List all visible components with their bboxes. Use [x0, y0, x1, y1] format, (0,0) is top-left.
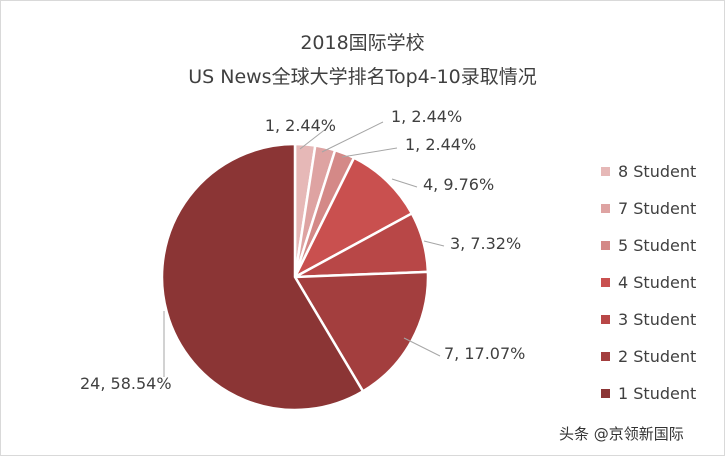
- legend-label: 5 Student: [618, 236, 697, 255]
- legend-swatch: [601, 315, 610, 324]
- legend-item: 2 Student: [601, 338, 696, 375]
- legend-label: 7 Student: [618, 199, 697, 218]
- pie-slices: [160, 142, 430, 412]
- pie-slice-4-student: [293, 156, 414, 279]
- legend-item: 3 Student: [601, 301, 696, 338]
- leader-line: [341, 147, 398, 158]
- chart-subtitle: US News全球大学排名Top4-10录取情况: [188, 66, 537, 88]
- pie-slice-2-student: [293, 270, 430, 393]
- legend-swatch: [601, 167, 610, 176]
- legend-swatch: [601, 204, 610, 213]
- legend-label: 2 Student: [618, 347, 697, 366]
- data-label: 3, 7.32%: [450, 234, 521, 253]
- pie-slice-1-student: [160, 142, 365, 412]
- legend-swatch: [601, 278, 610, 287]
- leader-lines: [163, 121, 445, 377]
- data-label: 4, 9.76%: [423, 175, 494, 194]
- watermark: 头条 @京领新国际: [559, 425, 684, 443]
- legend-label: 8 Student: [618, 162, 697, 181]
- leader-line: [321, 121, 384, 153]
- chart-title: 2018国际学校: [300, 32, 425, 54]
- legend-swatch: [601, 389, 610, 398]
- leader-line: [403, 337, 441, 357]
- legend-item: 7 Student: [601, 190, 696, 227]
- legend-label: 3 Student: [618, 310, 697, 329]
- legend-item: 8 Student: [601, 153, 696, 190]
- legend-swatch: [601, 241, 610, 250]
- data-label: 1, 2.44%: [391, 107, 462, 126]
- legend: 8 Student 7 Student 5 Student 4 Student 3 St…: [601, 153, 696, 412]
- legend-item: 5 Student: [601, 227, 696, 264]
- legend-swatch: [601, 352, 610, 361]
- data-labels: 1, 2.44% 1, 2.44% 1, 2.44% 4, 9.76% 3, 7.32%…: [80, 107, 525, 393]
- legend-item: 4 Student: [601, 264, 696, 301]
- data-label: 1, 2.44%: [405, 135, 476, 154]
- legend-item: 1 Student: [601, 375, 696, 412]
- data-label: 1, 2.44%: [265, 116, 336, 135]
- legend-label: 1 Student: [618, 384, 697, 403]
- data-label: 7, 17.07%: [444, 344, 525, 363]
- legend-label: 4 Student: [618, 273, 697, 292]
- leader-line: [299, 127, 328, 150]
- leader-line: [423, 240, 445, 247]
- leader-line: [391, 178, 418, 188]
- data-label: 24, 58.54%: [80, 374, 172, 393]
